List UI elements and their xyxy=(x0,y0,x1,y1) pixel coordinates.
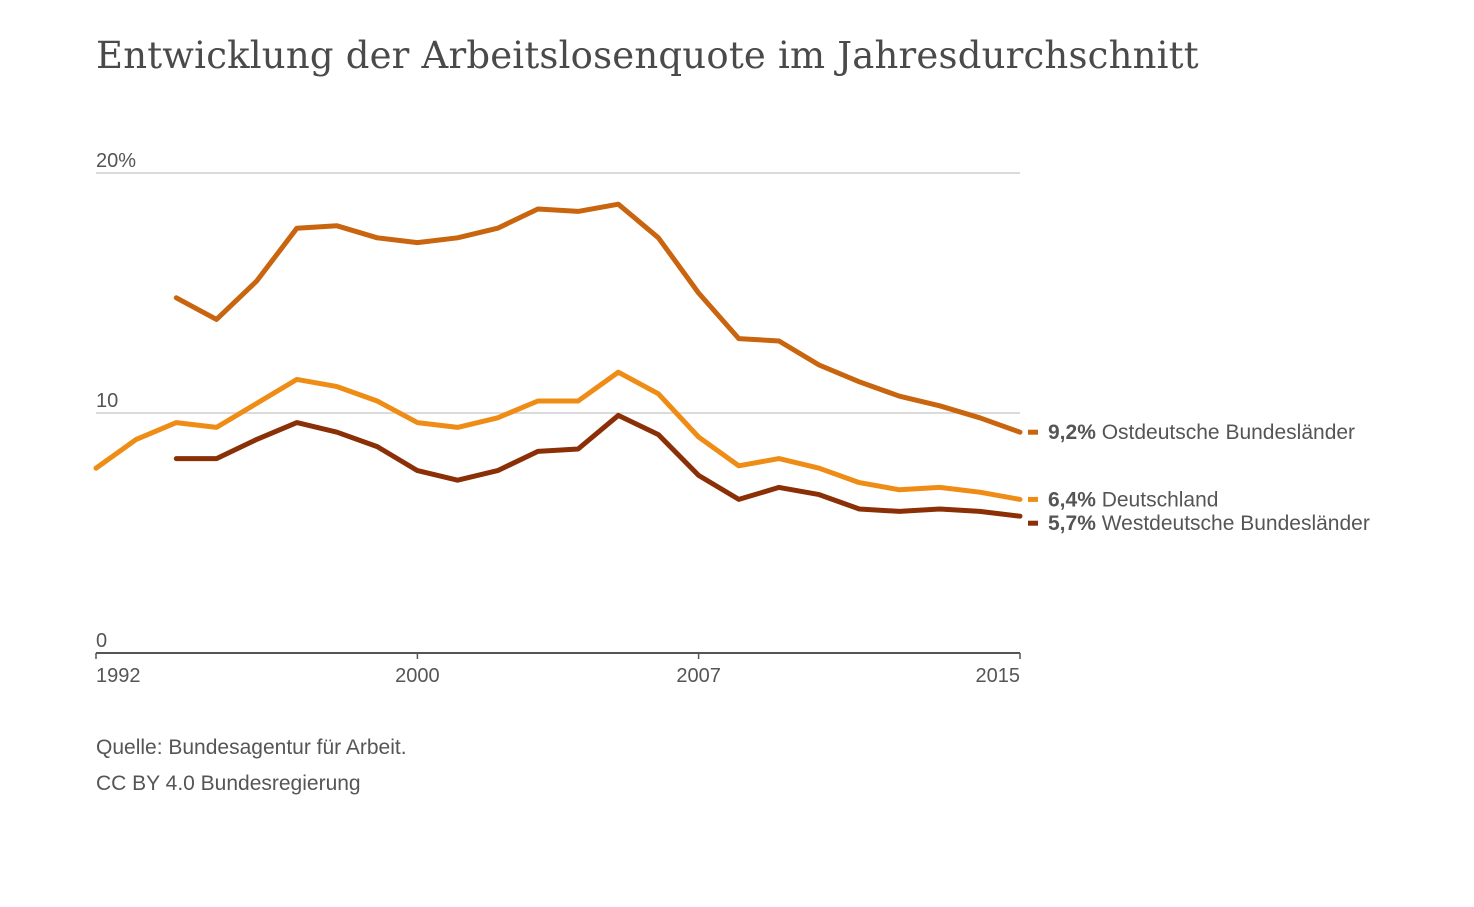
x-tick-label: 2000 xyxy=(395,665,440,687)
series-value: 6,4% xyxy=(1048,488,1096,511)
x-tick-labels: 1992 2000 2007 2015 xyxy=(96,665,1020,687)
series-value: 9,2% xyxy=(1048,421,1096,444)
x-tick-label: 2015 xyxy=(976,665,1021,687)
series-name: Ostdeutsche Bundesländer xyxy=(1096,421,1355,444)
source-note: Quelle: Bundesagentur für Arbeit. xyxy=(96,736,407,759)
x-tick-label: 1992 xyxy=(96,665,141,687)
license-note: CC BY 4.0 Bundesregierung xyxy=(96,772,361,795)
chart-title: Entwicklung der Arbeitslosenquote im Jah… xyxy=(96,34,1199,77)
series-line xyxy=(173,412,1023,519)
y-gridlines xyxy=(96,172,1020,414)
series-line xyxy=(173,201,1023,435)
series-end-label: 9,2% Ostdeutsche Bundesländer xyxy=(1048,421,1355,444)
y-tick-label: 10 xyxy=(96,390,118,412)
series-name: Westdeutsche Bundesländer xyxy=(1096,512,1370,535)
y-tick-label: 20% xyxy=(96,150,136,172)
y-tick-labels: 20% 10 0 xyxy=(96,150,136,652)
series-end-label: 5,7% Westdeutsche Bundesländer xyxy=(1048,512,1370,535)
x-tick-marks xyxy=(95,653,1021,659)
x-tick-label: 2007 xyxy=(676,665,721,687)
series-name: Deutschland xyxy=(1096,488,1219,511)
y-tick-label: 0 xyxy=(96,630,107,652)
series-line xyxy=(93,369,1023,502)
series-value: 5,7% xyxy=(1048,512,1096,535)
series-end-labels: 9,2% Ostdeutsche Bundesländer 6,4% Deutsc… xyxy=(1028,421,1370,535)
series-lines xyxy=(93,201,1023,519)
series-end-label: 6,4% Deutschland xyxy=(1048,488,1218,511)
